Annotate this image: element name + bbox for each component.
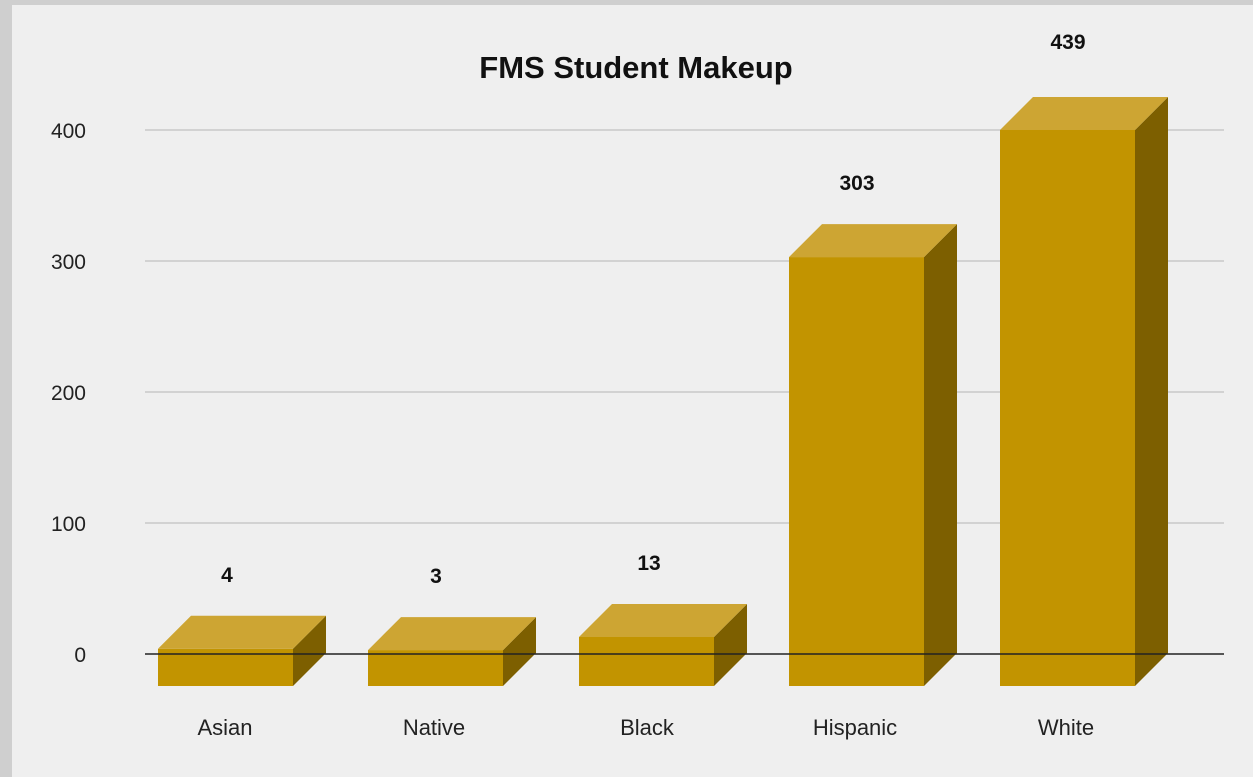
bar-black-side — [714, 603, 747, 686]
bar-asian — [158, 615, 326, 686]
y-tick-label-200: 200 — [51, 382, 86, 405]
data-labels: 4 3 13 303 439 — [221, 31, 1085, 588]
bar-black — [579, 603, 747, 686]
bar-white-side — [1135, 97, 1168, 686]
bars — [158, 97, 1168, 686]
data-label-native: 3 — [430, 565, 442, 588]
bar-black-front — [579, 636, 714, 686]
category-label-native: Native — [403, 715, 465, 740]
bar-hispanic-top — [789, 224, 957, 258]
bar-asian-top — [158, 615, 326, 649]
bar-hispanic-front — [789, 257, 924, 686]
bar-asian-side — [293, 615, 326, 686]
chart-title: FMS Student Makeup — [479, 50, 792, 85]
y-tick-label-300: 300 — [51, 251, 86, 274]
bar-hispanic-side — [924, 224, 957, 686]
y-tick-label-400: 400 — [51, 120, 86, 143]
data-label-black: 13 — [637, 552, 660, 575]
category-label-black: Black — [620, 715, 675, 740]
x-axis-categories: Asian Native Black Hispanic White — [197, 715, 1094, 740]
data-label-asian: 4 — [221, 564, 233, 587]
data-label-white: 439 — [1050, 31, 1085, 54]
y-tick-label-0: 0 — [74, 644, 86, 667]
bar-native-top — [368, 617, 536, 651]
bar-asian-front — [158, 648, 293, 686]
bar-native — [368, 617, 536, 686]
bar-white — [1000, 97, 1168, 686]
data-label-hispanic: 303 — [839, 172, 874, 195]
y-axis-ticks: 0 100 200 300 400 — [51, 120, 86, 667]
bar-native-side — [503, 617, 536, 686]
category-label-asian: Asian — [197, 715, 252, 740]
bar-hispanic — [789, 224, 957, 686]
bar-white-front — [1000, 130, 1135, 686]
bar-white-top — [1000, 97, 1168, 130]
y-tick-label-100: 100 — [51, 513, 86, 536]
category-label-hispanic: Hispanic — [813, 715, 897, 740]
bar-native-front — [368, 650, 503, 686]
bar-black-top — [579, 603, 747, 637]
category-label-white: White — [1038, 715, 1094, 740]
